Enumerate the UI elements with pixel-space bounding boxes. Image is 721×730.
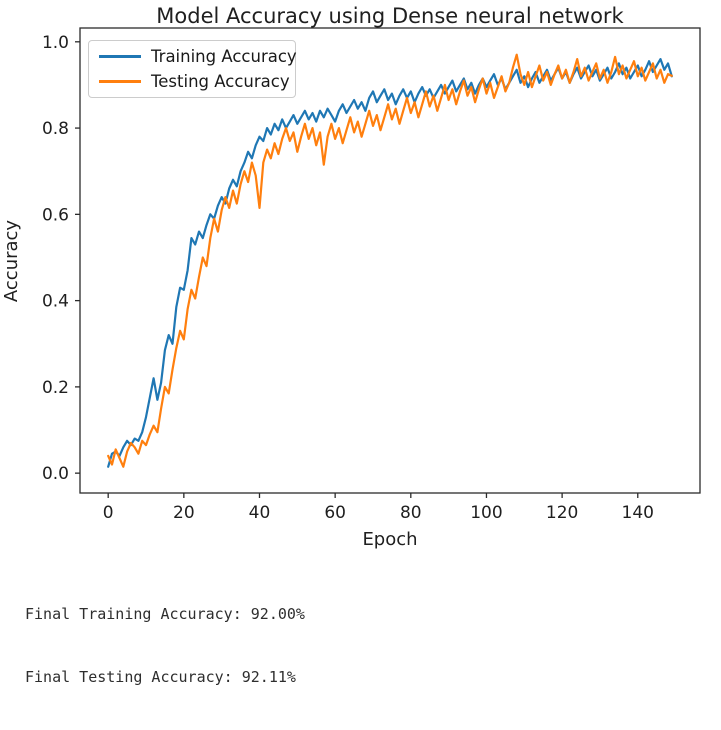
y-tick-label: 1.0 [42,33,69,53]
x-tick-label: 0 [103,503,114,523]
legend-item-training: Training Accuracy [99,45,297,69]
x-tick-label: 120 [546,503,578,523]
legend-item-testing: Testing Accuracy [99,70,290,94]
testing-line-swatch [99,79,141,83]
y-tick-label: 0.0 [42,464,69,484]
figure: 0 20 40 60 80 100 120 140 0.0 0.2 0.4 0.6 0.8 1.0 Mo… [1,4,701,550]
x-tick-label: 60 [324,503,346,523]
legend-label-testing: Testing Accuracy [151,71,290,91]
series-lines [107,53,673,468]
final-testing-accuracy-text: Final Testing Accuracy: 92.11% [25,668,296,686]
y-tick-label: 0.6 [42,205,69,225]
x-tick-label: 40 [249,503,271,523]
y-axis-ticks: 0.0 0.2 0.4 0.6 0.8 1.0 [42,33,80,484]
training-line-swatch [99,55,141,59]
y-tick-label: 0.8 [42,119,69,139]
x-axis-label: Epoch [362,529,417,550]
training-accuracy-line [107,57,673,468]
x-axis-ticks: 0 20 40 60 80 100 120 140 [103,493,654,523]
plot-spines [79,27,701,494]
y-tick-label: 0.4 [42,292,69,312]
screen: 0 20 40 60 80 100 120 140 0.0 0.2 0.4 0.6 0.8 1.0 Mo… [1,4,701,686]
x-tick-label: 140 [622,503,654,523]
accuracy-chart: 0 20 40 60 80 100 120 140 0.0 0.2 0.4 0.6 0.8 1.0 Mo… [1,4,701,550]
legend-label-training: Training Accuracy [151,47,297,67]
console-output: Final Training Accuracy: 92.00% Final Te… [25,562,305,730]
x-tick-label: 80 [400,503,422,523]
chart-title: Model Accuracy using Dense neural networ… [156,4,624,28]
x-tick-label: 100 [470,503,502,523]
testing-accuracy-line [107,53,673,468]
final-training-accuracy-text: Final Training Accuracy: 92.00% [25,605,305,623]
y-tick-label: 0.2 [42,378,69,398]
y-axis-label: Accuracy [1,220,22,303]
legend: Training Accuracy Testing Accuracy [88,40,297,98]
x-tick-label: 20 [173,503,195,523]
